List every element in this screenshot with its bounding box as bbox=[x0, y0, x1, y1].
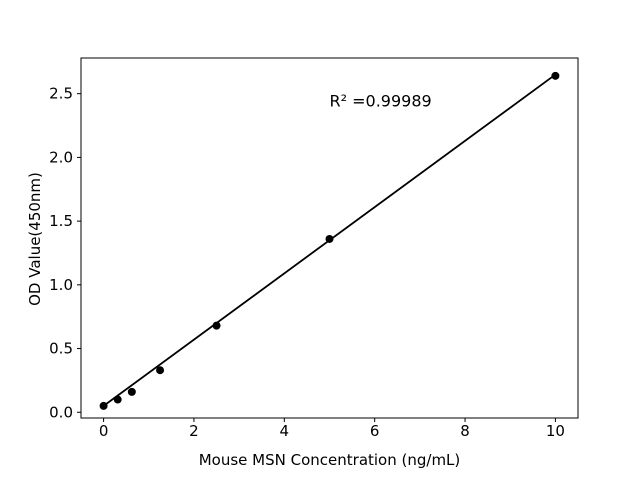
x-tick-label: 6 bbox=[370, 422, 380, 440]
y-tick-label: 0.0 bbox=[49, 403, 73, 421]
x-tick-label: 10 bbox=[546, 422, 565, 440]
y-tick-label: 0.5 bbox=[49, 340, 73, 358]
y-tick-label: 1.0 bbox=[49, 276, 73, 294]
x-tick-label: 0 bbox=[99, 422, 109, 440]
data-point bbox=[113, 395, 122, 404]
x-tick-label: 8 bbox=[460, 422, 470, 440]
data-point bbox=[551, 71, 560, 80]
data-point bbox=[99, 401, 108, 410]
x-axis-label: Mouse MSN Concentration (ng/mL) bbox=[198, 451, 461, 469]
x-tick-label: 2 bbox=[189, 422, 199, 440]
y-tick-label: 2.0 bbox=[49, 148, 73, 166]
y-tick-label: 1.5 bbox=[49, 212, 73, 230]
y-tick-label: 2.5 bbox=[49, 85, 73, 103]
data-point bbox=[127, 387, 136, 396]
x-tick-label: 4 bbox=[280, 422, 290, 440]
data-point bbox=[212, 321, 221, 330]
r-squared-annotation: R² =0.99989 bbox=[329, 91, 432, 111]
y-axis-label: OD Value(450nm) bbox=[26, 172, 44, 306]
data-point bbox=[325, 234, 334, 243]
plot-border bbox=[80, 57, 579, 419]
data-point bbox=[156, 366, 165, 375]
